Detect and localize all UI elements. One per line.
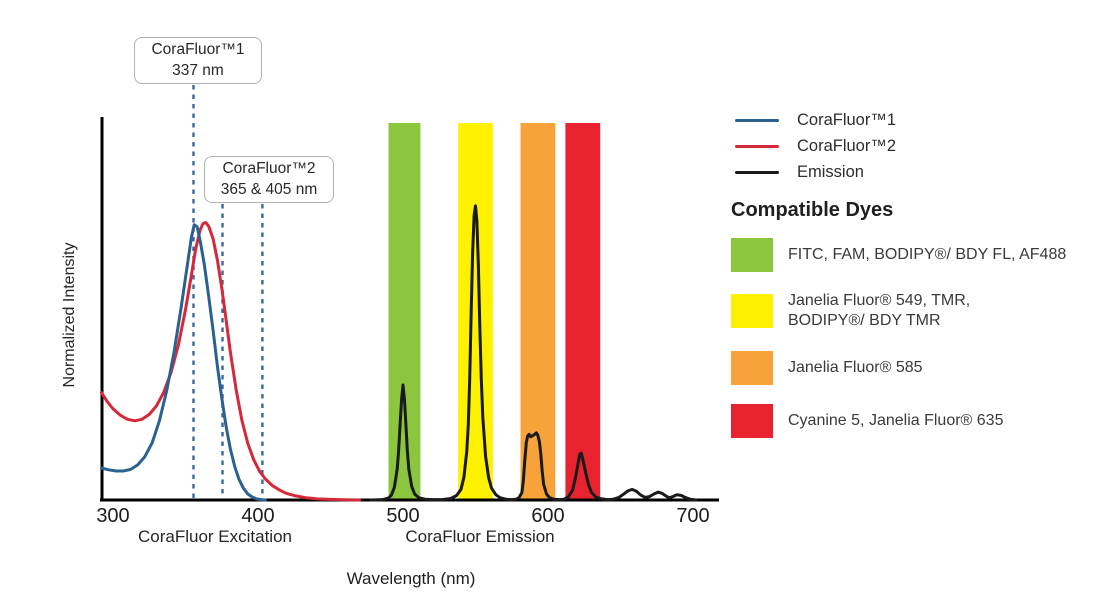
legend-line-swatch <box>735 144 779 148</box>
dye-label: Janelia Fluor® 585 <box>788 358 923 376</box>
dye-row-yellow: Janelia Fluor® 549, TMR, BODIPY®/ BDY TM… <box>731 291 1066 332</box>
x-tick-400: 400 <box>241 505 275 527</box>
filter-band-red <box>565 123 601 500</box>
callout-value: 365 & 405 nm <box>220 180 318 198</box>
dye-swatch-red <box>731 403 773 438</box>
y-axis-label: Normalized Intensity <box>61 242 78 388</box>
x-caption-excitation: CoraFluor Excitation <box>137 527 293 546</box>
x-tick-300: 300 <box>96 505 130 527</box>
dye-label: FITC, FAM, BODIPY®/ BDY FL, AF488 <box>788 245 1067 263</box>
compatible-dyes-heading: Compatible Dyes <box>731 199 894 221</box>
x-tick-600: 600 <box>531 505 565 527</box>
dye-row-red: Cyanine 5, Janelia Fluor® 635 <box>731 403 1066 438</box>
dye-label: Cyanine 5, Janelia Fluor® 635 <box>788 411 1004 429</box>
x-tick-700: 700 <box>676 505 710 527</box>
legend-line-swatch <box>735 170 779 174</box>
filter-band-green <box>388 123 421 500</box>
dye-swatch-green <box>731 238 773 272</box>
legend-label: CoraFluor™2 <box>797 136 897 155</box>
filter-band-yellow <box>458 123 493 500</box>
legend-item-corafluor2: CoraFluor™2 <box>735 133 896 159</box>
legend: CoraFluor™1 CoraFluor™2 Emission <box>735 107 896 185</box>
curve-emission <box>369 204 698 502</box>
spectra-plot <box>99 85 719 502</box>
legend-label: CoraFluor™1 <box>797 110 897 129</box>
dye-row-green: FITC, FAM, BODIPY®/ BDY FL, AF488 <box>731 238 1066 272</box>
callout-value: 337 nm <box>172 61 224 79</box>
curve-corafluor2-excitation <box>99 221 361 502</box>
callout-title: CoraFluor™2 <box>222 160 316 178</box>
callout-title: CoraFluor™1 <box>151 41 245 59</box>
legend-item-corafluor1: CoraFluor™1 <box>735 107 896 133</box>
callout-corafluor2-365-405nm: CoraFluor™2 365 & 405 nm <box>204 156 334 203</box>
legend-item-emission: Emission <box>735 159 896 185</box>
curve-corafluor1-excitation <box>99 223 267 502</box>
x-caption-emission: CoraFluor Emission <box>405 527 555 546</box>
dye-row-orange: Janelia Fluor® 585 <box>731 350 1066 385</box>
dye-swatch-yellow <box>731 294 773 329</box>
legend-line-swatch <box>735 118 779 122</box>
compatible-dyes-list: FITC, FAM, BODIPY®/ BDY FL, AF488 Janelia… <box>731 238 1066 438</box>
dye-swatch-orange <box>731 350 773 385</box>
x-axis-label: Wavelength (nm) <box>346 569 476 588</box>
dye-label: Janelia Fluor® 549, TMR, BODIPY®/ BDY TM… <box>788 292 971 330</box>
legend-label: Emission <box>797 162 864 181</box>
callout-corafluor1-337nm: CoraFluor™1 337 nm <box>134 37 262 84</box>
x-tick-500: 500 <box>386 505 420 527</box>
